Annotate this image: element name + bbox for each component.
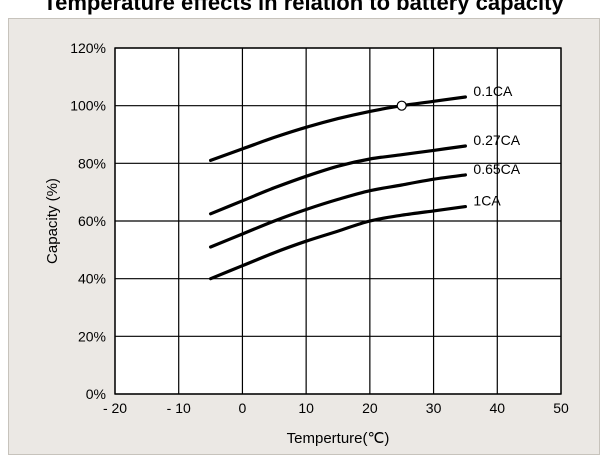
y-tick-label: 40% bbox=[78, 271, 106, 287]
series-line-0.27CA bbox=[209, 144, 467, 216]
x-tick-label: - 20 bbox=[103, 400, 127, 416]
y-tick-label: 80% bbox=[78, 155, 106, 171]
y-tick-label: 120% bbox=[70, 40, 106, 56]
x-tick-label: 0 bbox=[239, 400, 247, 416]
series-label: 0.65CA bbox=[473, 161, 520, 177]
x-axis-title: Temperture(℃) bbox=[287, 430, 390, 447]
series-line-1CA bbox=[209, 205, 467, 281]
x-tick-label: 20 bbox=[362, 400, 378, 416]
y-tick-label: 60% bbox=[78, 213, 106, 229]
x-tick-label: 10 bbox=[298, 400, 314, 416]
series-line-0.1CA bbox=[209, 95, 467, 162]
x-tick-label: 40 bbox=[489, 400, 505, 416]
plot-frame bbox=[114, 47, 562, 395]
x-tick-label: 30 bbox=[426, 400, 442, 416]
series-line-0.65CA bbox=[209, 173, 467, 249]
series-label: 0.1CA bbox=[473, 83, 513, 99]
y-tick-label: 0% bbox=[86, 386, 106, 402]
x-tick-label: - 10 bbox=[167, 400, 191, 416]
y-tick-label: 100% bbox=[70, 98, 106, 114]
series-label: 0.27CA bbox=[473, 132, 520, 148]
open-circle-marker bbox=[396, 100, 407, 111]
x-tick-label: 50 bbox=[553, 400, 569, 416]
y-axis-title: Capacity (%) bbox=[44, 178, 61, 264]
y-tick-label: 20% bbox=[78, 328, 106, 344]
series-label: 1CA bbox=[473, 193, 501, 209]
page-title-fragment: Temperature effects in relation to batte… bbox=[43, 0, 564, 15]
